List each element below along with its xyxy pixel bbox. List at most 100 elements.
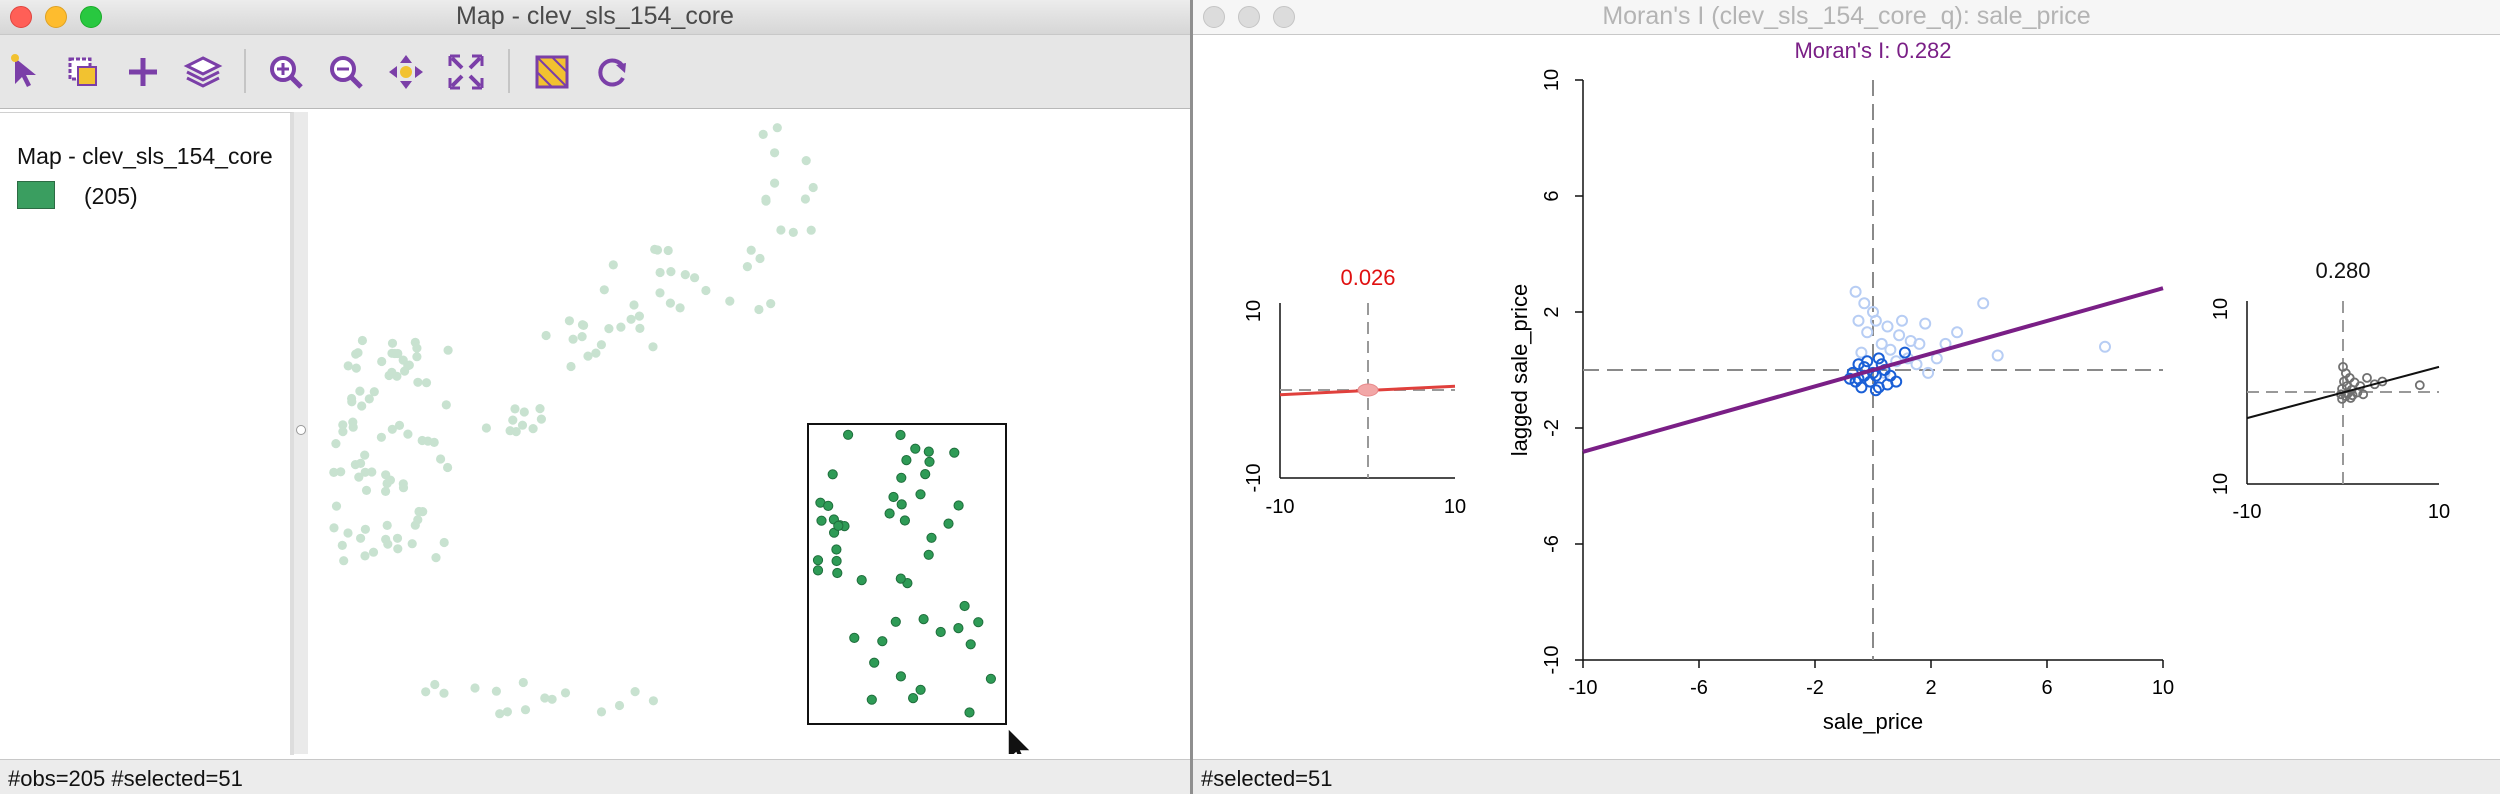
select-shapes-button[interactable] [60,49,106,95]
map-point-unselected[interactable] [656,268,665,277]
map-point-selected[interactable] [954,501,963,510]
map-point-unselected[interactable] [348,418,357,427]
map-point-unselected[interactable] [439,689,448,698]
map-point-unselected[interactable] [385,371,394,380]
map-point-unselected[interactable] [413,378,422,387]
map-point-unselected[interactable] [405,361,414,370]
map-point-unselected[interactable] [388,339,397,348]
map-point-unselected[interactable] [338,427,347,436]
map-point-selected[interactable] [896,672,905,681]
map-point-unselected[interactable] [355,387,364,396]
moran-close-button[interactable] [1203,6,1225,28]
map-point-unselected[interactable] [412,344,421,353]
map-point-unselected[interactable] [755,254,764,263]
map-point-selected[interactable] [833,568,842,577]
map-point-selected[interactable] [896,574,905,583]
map-point-unselected[interactable] [773,123,782,132]
map-point-unselected[interactable] [361,468,370,477]
scatter-point-unselected[interactable] [2100,342,2110,352]
map-point-selected[interactable] [891,617,900,626]
map-point-unselected[interactable] [353,348,362,357]
zoom-in-button[interactable] [263,49,309,95]
map-point-unselected[interactable] [338,541,347,550]
map-point-unselected[interactable] [518,421,527,430]
layers-button[interactable] [180,49,226,95]
map-point-unselected[interactable] [770,179,779,188]
map-point-unselected[interactable] [508,416,517,425]
map-point-unselected[interactable] [789,228,798,237]
map-point-unselected[interactable] [444,346,453,355]
map-point-selected[interactable] [924,447,933,456]
scatter-point-unselected[interactable] [1859,298,1869,308]
map-point-selected[interactable] [902,456,911,465]
map-point-unselected[interactable] [443,463,452,472]
map-point-unselected[interactable] [649,696,658,705]
map-point-selected[interactable] [900,516,909,525]
map-canvas[interactable] [308,112,1190,754]
map-point-selected[interactable] [832,545,841,554]
map-point-unselected[interactable] [510,404,519,413]
map-point-unselected[interactable] [344,361,353,370]
map-point-selected[interactable] [966,640,975,649]
map-point-unselected[interactable] [431,553,440,562]
map-point-unselected[interactable] [802,156,811,165]
map-point-unselected[interactable] [393,544,402,553]
map-point-selected[interactable] [950,448,959,457]
map-point-unselected[interactable] [629,300,638,309]
map-point-unselected[interactable] [609,260,618,269]
moran-scatter-area[interactable]: 0.026 10 -10 -10 10 Moran's I: 0.282 [1193,35,2500,760]
map-point-unselected[interactable] [754,305,763,314]
map-point-selected[interactable] [909,694,918,703]
map-point-unselected[interactable] [535,404,544,413]
map-point-selected[interactable] [896,430,905,439]
map-point-unselected[interactable] [591,349,600,358]
map-point-unselected[interactable] [801,194,810,203]
map-point-selected[interactable] [813,556,822,565]
map-point-unselected[interactable] [356,534,365,543]
map-point-unselected[interactable] [503,707,512,716]
map-point-selected[interactable] [885,509,894,518]
map-point-unselected[interactable] [390,349,399,358]
map-point-selected[interactable] [857,576,866,585]
scatter-point-unselected[interactable] [1920,319,1930,329]
legend-swatch[interactable] [17,181,55,209]
map-point-unselected[interactable] [331,439,340,448]
map-point-unselected[interactable] [377,357,386,366]
map-point-selected[interactable] [870,658,879,667]
map-point-selected[interactable] [911,444,920,453]
map-point-unselected[interactable] [436,454,445,463]
map-point-selected[interactable] [832,556,841,565]
map-point-unselected[interactable] [597,707,606,716]
map-point-selected[interactable] [919,615,928,624]
map-point-unselected[interactable] [352,364,361,373]
scatter-point-unselected[interactable] [1978,298,1988,308]
map-point-selected[interactable] [927,533,936,542]
map-point-unselected[interactable] [759,130,768,139]
map-point-unselected[interactable] [766,299,775,308]
map-point-unselected[interactable] [470,683,479,692]
map-point-unselected[interactable] [725,297,734,306]
moran-scatter-plot[interactable]: 0.026 10 -10 -10 10 Moran's I: 0.282 [1193,35,2500,760]
map-point-unselected[interactable] [332,502,341,511]
map-point-unselected[interactable] [413,515,422,524]
map-point-unselected[interactable] [540,693,549,702]
map-point-unselected[interactable] [747,246,756,255]
map-point-unselected[interactable] [347,397,356,406]
map-point-unselected[interactable] [616,323,625,332]
full-extent-button[interactable] [443,49,489,95]
map-point-unselected[interactable] [542,331,551,340]
map-point-unselected[interactable] [482,423,491,432]
map-point-unselected[interactable] [631,687,640,696]
map-point-unselected[interactable] [365,394,374,403]
map-point-unselected[interactable] [770,148,779,157]
map-point-unselected[interactable] [701,286,710,295]
scatter-point-unselected[interactable] [1854,316,1864,326]
map-point-selected[interactable] [954,624,963,633]
map-point-unselected[interactable] [565,316,574,325]
map-point-selected[interactable] [878,637,887,646]
map-point-unselected[interactable] [351,460,360,469]
map-point-selected[interactable] [960,601,969,610]
map-point-unselected[interactable] [339,556,348,565]
map-point-unselected[interactable] [648,342,657,351]
zoom-button[interactable] [80,6,102,28]
